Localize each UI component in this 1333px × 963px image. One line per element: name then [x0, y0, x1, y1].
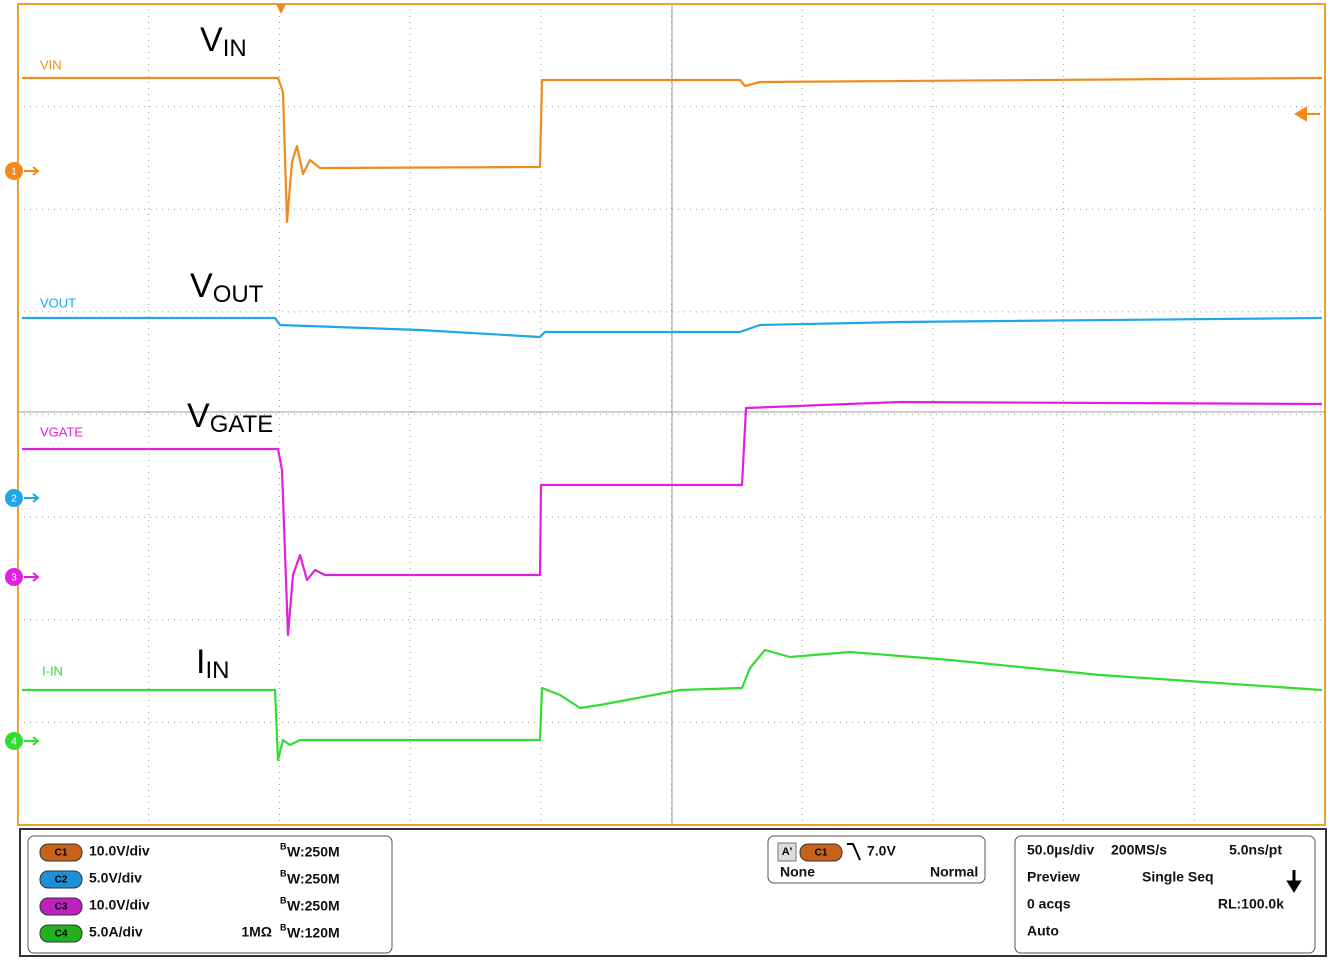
badge-label: C4: [55, 929, 68, 940]
bw-prefix: B: [280, 895, 287, 905]
marker-label: 3: [11, 573, 17, 584]
channel-marker: 3: [5, 568, 40, 586]
trace-label: VOUT: [40, 295, 76, 310]
bandwidth: W:250M: [287, 898, 340, 914]
state: Preview: [1027, 869, 1080, 885]
badge: [799, 843, 843, 862]
record-length: RL:100.0k: [1218, 896, 1284, 912]
timebase: 50.0µs/div: [1027, 842, 1094, 858]
annotation-sub: IN: [205, 657, 229, 684]
status-bar: [19, 828, 1327, 957]
trigger-panel: [767, 835, 986, 884]
slope-icon: [847, 843, 861, 861]
bandwidth: W:120M: [287, 925, 340, 941]
annotation-main: V: [200, 21, 223, 59]
annotation-main: V: [187, 397, 210, 435]
annotation-sub: GATE: [210, 411, 274, 438]
badge-label: C2: [55, 875, 68, 886]
trigger-level: 7.0V: [867, 843, 896, 859]
badge: [39, 897, 83, 916]
badge-label: C3: [55, 902, 68, 913]
channel-marker: 1: [5, 162, 40, 180]
bw-prefix: B: [280, 841, 287, 851]
trigger-coupling: None: [780, 864, 815, 880]
bandwidth: W:250M: [287, 871, 340, 887]
channel-marker: 4: [5, 732, 40, 750]
marker-label: 2: [11, 494, 17, 505]
trigger-mode: Normal: [930, 864, 978, 880]
badge: [39, 924, 83, 943]
annotation: VGATE: [187, 397, 273, 438]
sample-rate: 200MS/s: [1111, 842, 1167, 858]
bw-prefix: B: [280, 922, 287, 932]
acqs: 0 acqs: [1027, 896, 1071, 912]
marker-label: 4: [11, 737, 17, 748]
trace-label: I-IN: [42, 663, 63, 678]
volts-per-div: 5.0A/div: [89, 924, 143, 940]
volts-per-div: 10.0V/div: [89, 843, 150, 859]
volts-per-div: 5.0V/div: [89, 870, 142, 886]
annotation: VIN: [200, 21, 247, 62]
bw-prefix: B: [280, 868, 287, 878]
bandwidth: W:250M: [287, 844, 340, 860]
trace-iin: [22, 648, 1323, 762]
badge-label: C1: [55, 848, 68, 859]
trace-vin: [22, 76, 1323, 224]
badge-label: A': [782, 846, 793, 858]
trace-vout: [22, 316, 1323, 339]
badge: [39, 843, 83, 862]
marker-label: 1: [11, 167, 17, 178]
run-icon: [1286, 870, 1302, 893]
channel-marker: 2: [5, 489, 40, 507]
trace-vgate: [22, 400, 1323, 637]
impedance: 1MΩ: [241, 924, 272, 940]
annotation-main: I: [196, 643, 205, 681]
resolution: 5.0ns/pt: [1229, 842, 1282, 858]
annotation-main: V: [190, 267, 213, 305]
trigger-level: [1294, 106, 1320, 122]
volts-per-div: 10.0V/div: [89, 897, 150, 913]
badge: [777, 842, 797, 862]
acq-panel: [1014, 835, 1316, 954]
annotation-sub: IN: [223, 35, 247, 62]
trigger-position: [276, 4, 286, 14]
annotation: VOUT: [190, 267, 264, 308]
trace-label: VIN: [40, 57, 62, 72]
trace-label: VGATE: [40, 424, 83, 439]
annotation-sub: OUT: [213, 281, 264, 308]
annotation: IIN: [196, 643, 229, 684]
badge-label: C1: [815, 848, 828, 859]
trigger-mode: Auto: [1027, 923, 1059, 939]
badge: [39, 870, 83, 889]
run-mode: Single Seq: [1142, 869, 1214, 885]
channel-panel: [27, 835, 393, 954]
